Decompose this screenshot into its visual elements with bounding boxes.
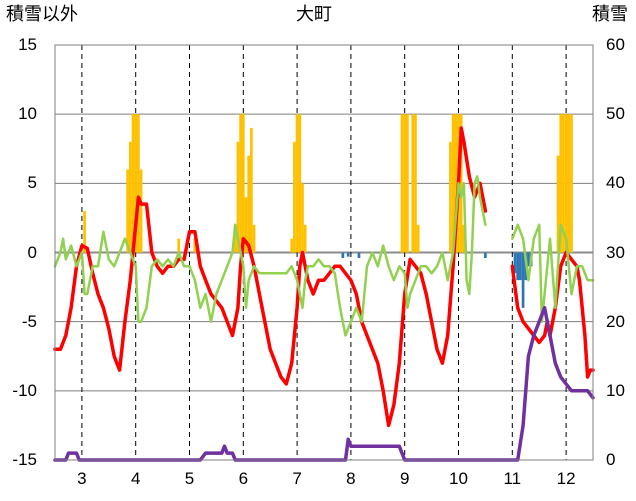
bar (341, 252, 345, 259)
y-left-tick-label: 10 (18, 104, 37, 124)
chart-title: 大町 (296, 4, 332, 25)
y-right-tick-label: 20 (606, 311, 625, 331)
bar (559, 114, 563, 253)
x-tick-label: 4 (130, 469, 141, 488)
bar (247, 155, 251, 253)
x-tick-label: 8 (346, 469, 356, 488)
bar (290, 238, 294, 253)
y-right-tick-label: 0 (606, 450, 616, 469)
bar (400, 114, 404, 253)
bar (570, 114, 573, 253)
plot-frame (54, 44, 594, 461)
bar (244, 197, 248, 253)
bar (193, 238, 197, 253)
bar (411, 114, 415, 253)
series-line (53, 306, 595, 462)
bars (83, 114, 573, 308)
bar (454, 114, 458, 253)
bar (556, 155, 560, 253)
bar (484, 252, 487, 259)
series-line (510, 250, 595, 379)
x-tick-label: 10 (449, 469, 468, 488)
x-tick-label: 3 (77, 469, 87, 488)
bar (564, 114, 568, 253)
bar (513, 252, 517, 274)
x-tick-label: 7 (292, 469, 302, 488)
series-line (511, 223, 595, 323)
y-left-tick-label: 0 (27, 242, 37, 262)
bar (449, 141, 452, 253)
bar (406, 114, 409, 253)
bar (134, 114, 138, 253)
x-tick-label: 9 (399, 469, 410, 488)
y-right-tick-label: 60 (606, 35, 625, 54)
right-axis-title: 積雪 (592, 4, 628, 25)
x-tick-label: 12 (556, 469, 576, 488)
bar (346, 252, 350, 257)
bar (128, 141, 132, 253)
bar (236, 141, 240, 253)
y-right-tick-label: 30 (606, 242, 625, 262)
bar (519, 252, 522, 281)
bar (239, 114, 242, 253)
bar (293, 141, 296, 253)
bar (451, 114, 455, 253)
y-left-tick-label: -15 (12, 450, 37, 469)
x-tick-label: 11 (503, 469, 522, 488)
bar (403, 114, 407, 253)
bar (459, 114, 463, 253)
y-left-tick-label: -10 (12, 380, 37, 400)
left-axis-title: 積雪以外 (6, 4, 78, 25)
bar (295, 114, 299, 253)
lines (53, 126, 595, 462)
bar (462, 224, 466, 253)
frame (54, 44, 594, 461)
bar (126, 169, 129, 253)
bar (139, 169, 143, 253)
bar (177, 238, 181, 253)
y-left-tick-label: 5 (27, 173, 37, 193)
bar (516, 252, 520, 281)
y-right-tick-label: 50 (606, 104, 625, 124)
bar (233, 224, 237, 253)
y-left-tick-label: 15 (18, 35, 37, 54)
y-right-tick-label: 10 (606, 380, 625, 400)
bar (241, 114, 245, 253)
bar (416, 224, 420, 253)
bar (527, 252, 530, 267)
bar (252, 224, 256, 253)
bar (83, 211, 86, 253)
bar (521, 252, 525, 308)
y-left-tick-label: -5 (21, 311, 37, 331)
bar (562, 114, 565, 253)
bar (131, 114, 135, 253)
y-right-tick-label: 40 (606, 173, 625, 193)
series-line (53, 175, 487, 337)
bar (298, 114, 302, 253)
bar (301, 183, 304, 253)
bar (414, 114, 417, 253)
bar (567, 114, 571, 253)
bar (250, 128, 253, 253)
bar (357, 252, 361, 259)
bar (303, 224, 307, 253)
series-line (53, 126, 488, 428)
x-tick-label: 6 (238, 469, 249, 488)
bar (137, 114, 140, 253)
x-tick-label: 5 (184, 469, 195, 488)
